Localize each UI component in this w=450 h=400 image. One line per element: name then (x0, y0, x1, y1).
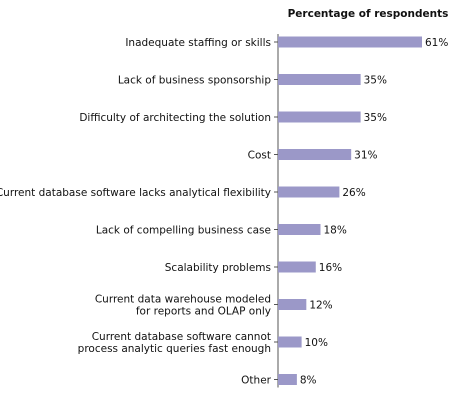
category-label: Lack of business sponsorship (118, 75, 272, 87)
chart-header: Percentage of respondents (288, 8, 449, 20)
bar (278, 224, 321, 235)
bar (278, 149, 352, 160)
bar (278, 36, 422, 48)
category-label: Current database software cannot (92, 331, 271, 343)
category-label: for reports and OLAP only (136, 306, 271, 318)
value-label: 35% (364, 75, 387, 87)
category-label: Scalability problems (165, 262, 271, 274)
bar (278, 186, 340, 198)
labels-group: 61% Inadequate staffing or skills 35% Lack … (0, 37, 448, 387)
category-label: Cost (248, 150, 271, 162)
category-label: Difficulty of architecting the solution (79, 112, 271, 124)
value-label: 10% (305, 337, 328, 349)
value-label: 35% (364, 112, 387, 124)
bar (278, 261, 316, 273)
category-label: Other (241, 375, 271, 387)
category-label: process analytic queries fast enough (78, 343, 271, 355)
category-label: Current database software lacks analytic… (0, 187, 271, 199)
bar (278, 299, 307, 310)
bar (278, 74, 361, 85)
category-label: Inadequate staffing or skills (125, 37, 271, 49)
bar (278, 336, 302, 348)
category-label: Current data warehouse modeled (95, 294, 271, 306)
value-label: 12% (309, 300, 332, 312)
bar (278, 111, 361, 123)
value-label: 26% (342, 187, 365, 199)
axis-group (274, 34, 279, 388)
value-label: 31% (354, 150, 377, 162)
value-label: 18% (323, 225, 346, 237)
value-label: 8% (300, 375, 317, 387)
value-label: 16% (319, 262, 342, 274)
bar (278, 374, 297, 385)
value-label: 61% (425, 37, 448, 49)
category-label: Lack of compelling business case (96, 225, 271, 237)
bars-group (278, 36, 422, 385)
